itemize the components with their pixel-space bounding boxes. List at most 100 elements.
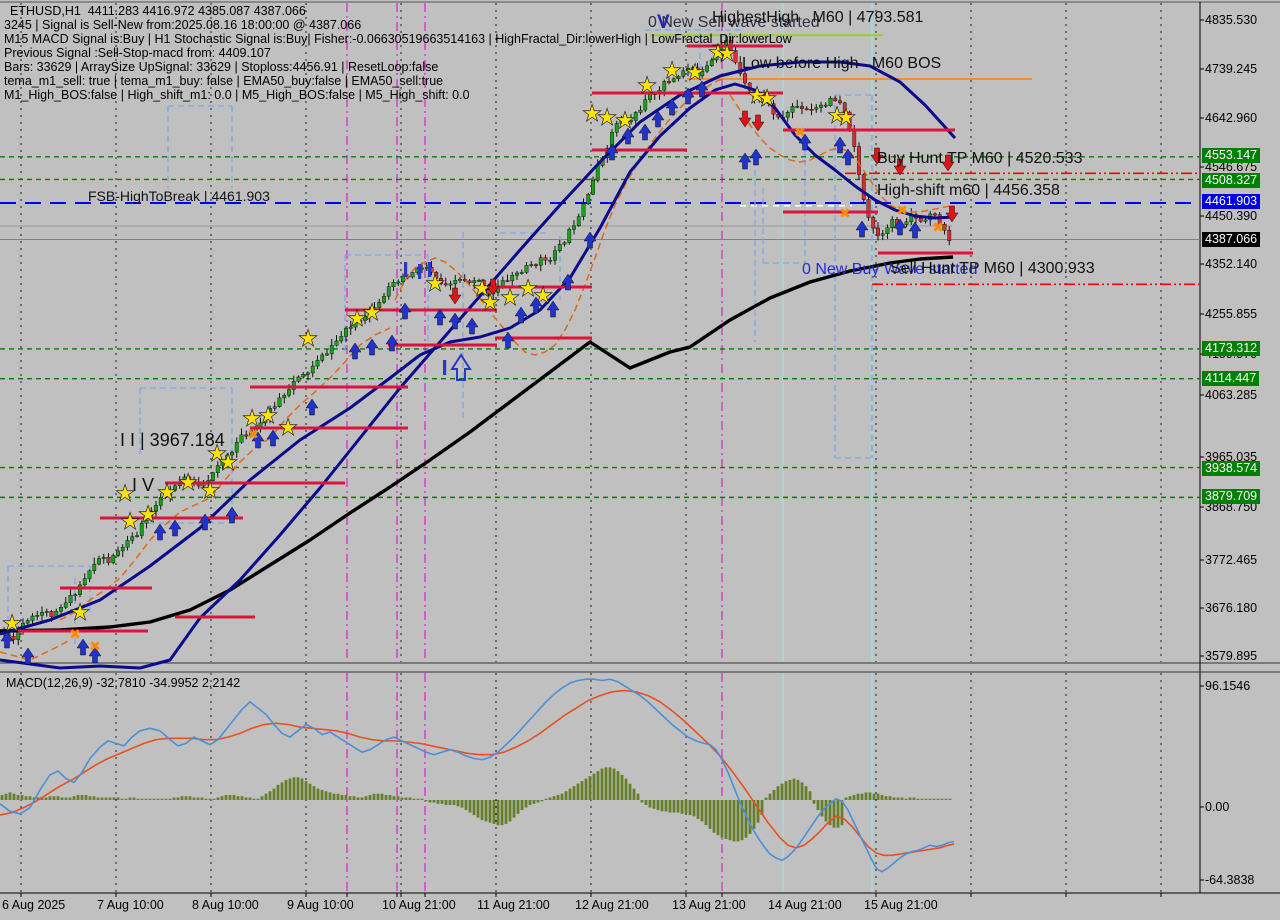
macd-histogram-bar [320,789,324,800]
candle-body [163,495,168,498]
macd-histogram-bar [232,794,236,800]
macd-histogram-bar [380,793,384,800]
macd-histogram-bar [900,797,904,800]
macd-histogram-bar [24,796,28,800]
star-signal-icon: ★ [717,41,738,67]
candle-body [244,434,249,437]
macd-histogram-bar [52,796,56,800]
candle-body [614,123,619,133]
macd-histogram-bar [560,793,564,800]
macd-histogram-bar [748,800,752,834]
macd-histogram-bar [928,798,932,800]
candle-body [130,536,135,541]
candle-body [800,105,804,109]
buy-arrow-icon [433,308,447,326]
macd-histogram-bar [136,798,140,800]
macd-histogram-bar [460,800,464,808]
macd-histogram-bar [284,779,288,800]
annotation-sell-wave: 0 New Sell wave started [648,14,820,31]
macd-histogram-bar [396,796,400,800]
star-signal-icon: ★ [472,276,493,302]
candle-body [553,250,557,261]
buy-arrow-icon [448,312,462,330]
macd-histogram-bar [728,800,732,841]
ema-black-line [0,255,954,633]
macd-histogram-bar [524,800,528,808]
macd-histogram-bar [476,800,480,818]
macd-histogram-bar [264,793,268,800]
macd-histogram-bar [792,778,796,800]
candle-body [40,612,44,616]
macd-histogram-bar [84,794,88,800]
candle-body [633,112,638,121]
price-axis-label: 4642.960 [1205,111,1258,125]
candle-body [158,497,163,506]
candle-body [353,322,358,328]
macd-histogram-bar [448,800,452,806]
star-signal-icon: ★ [347,306,368,332]
candle-body [458,278,462,281]
candle-body [700,70,705,77]
candle-body [296,376,301,382]
macd-histogram-bar [816,800,820,811]
macd-histogram-bar [680,800,684,814]
macd-histogram-bar [736,800,740,842]
candle-body [49,611,54,617]
macd-histogram-bar [128,797,132,800]
macd-histogram-bar [408,797,412,800]
indicator-signals-line: M15 MACD Signal is:Buy | H1 Stochastic S… [4,32,792,46]
candle-body [486,289,491,295]
macd-histogram-bar [776,786,780,800]
candle-body [363,316,367,321]
macd-histogram-bar [228,794,232,800]
buy-arrow-icon [681,87,695,105]
candle-body [30,615,35,621]
annotation-fsb-high-to-break: FSB-HighToBreak | 4461.903 [88,188,270,204]
macd-histogram-bar [580,781,584,800]
time-axis-label: 14 Aug 21:00 [768,898,842,912]
macd-histogram-bar [104,797,108,800]
macd-histogram-bar [332,793,336,800]
star-signal-icon: ★ [115,481,136,507]
star-signal-icon: ★ [218,450,239,476]
candle-body [814,107,819,110]
macd-histogram-bar [600,768,604,800]
buy-arrow-icon [168,519,182,537]
candle-body [401,275,405,283]
candle-body [709,59,714,67]
macd-histogram-bar [376,793,380,800]
candle-body [472,280,477,283]
level-price-badge: 4461.903 [1202,194,1261,209]
candle-body [87,570,92,579]
time-axis-label: 12 Aug 21:00 [575,898,649,912]
macd-histogram-bar [92,796,96,800]
candle-body [306,372,310,375]
candle-body [918,217,923,222]
macd-histogram-bar [324,791,328,800]
wave-tick-mark [443,360,447,375]
macd-histogram-bar [868,792,872,800]
star-signal-icon: ★ [747,83,768,109]
macd-histogram-bar [908,797,912,800]
candle-body [78,584,82,595]
macd-histogram-bar [440,800,444,804]
price-axis-label: 4739.245 [1205,62,1258,76]
candle-body [557,244,562,251]
macd-histogram-bar [308,783,312,800]
candle-body [320,354,325,361]
wave-tick-mark [428,262,432,277]
macd-histogram-bar [768,793,772,800]
candle-body [586,193,591,205]
macd-histogram-bar [576,783,580,800]
parabolic-orange-line [0,639,71,661]
star-signal-icon: ★ [836,105,857,131]
buy-arrow-icon [514,306,528,324]
candle-body [301,374,306,378]
macd-histogram-bar [520,800,524,811]
macd-histogram-bar [352,796,356,800]
macd-histogram-bar [648,800,652,808]
candle-body [743,73,747,84]
time-axis-label: 8 Aug 10:00 [192,898,259,912]
macd-histogram-bar [516,800,520,814]
